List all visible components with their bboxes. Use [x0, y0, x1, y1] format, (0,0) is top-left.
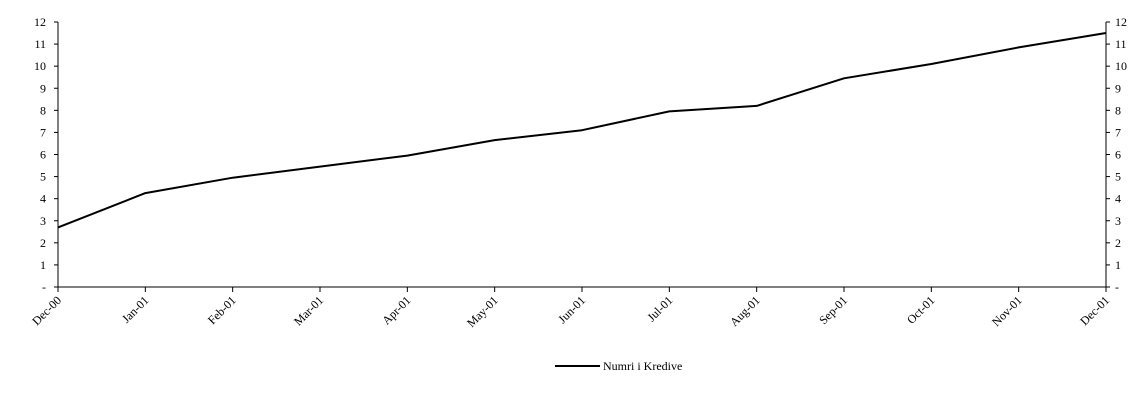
right-y-tick-label: 7: [1115, 125, 1121, 139]
legend: Numri i Kredive: [555, 359, 682, 373]
x-tick-label: Dec-01: [1077, 293, 1112, 328]
left-y-tick-label: 6: [40, 148, 46, 162]
left-y-tick-label: 9: [40, 81, 46, 95]
x-tick-label: Jul-01: [644, 293, 675, 324]
left-y-tick-label: 2: [40, 236, 46, 250]
right-y-tick-label: 2: [1115, 236, 1121, 250]
x-tick-label: Jan-01: [119, 293, 152, 326]
x-tick-label: Apr-01: [379, 293, 413, 327]
left-y-tick-label: 10: [34, 59, 46, 73]
x-axis: Dec-00 Jan-01 Feb-01 Mar-01 Apr-01 May-01 Jun-…: [29, 286, 1112, 330]
right-y-tick-label: 6: [1115, 148, 1121, 162]
legend-label: Numri i Kredive: [603, 359, 682, 373]
left-y-tick-label: 7: [40, 125, 46, 139]
series-layer: [57, 32, 1107, 229]
left-y-tick-label: 1: [40, 258, 46, 272]
x-tick-label: Feb-01: [205, 293, 239, 327]
right-y-tick-label: 11: [1115, 37, 1127, 51]
left-y-tick-label: 11: [34, 37, 46, 51]
right-y-tick-label: 1: [1115, 258, 1121, 272]
right-y-tick-label: 10: [1115, 59, 1127, 73]
x-tick-label: Nov-01: [989, 293, 1025, 329]
x-tick-label: Dec-00: [29, 293, 64, 328]
x-tick-label: Mar-01: [291, 293, 326, 328]
left-y-tick-label: -: [42, 280, 46, 294]
right-y-tick-label: 9: [1115, 81, 1121, 95]
left-y-tick-label: 3: [40, 214, 46, 228]
x-tick-label: May-01: [464, 293, 501, 330]
left-y-tick-label: 5: [40, 170, 46, 184]
right-y-tick-label: 8: [1115, 103, 1121, 117]
right-y-tick-label: 12: [1115, 15, 1127, 29]
right-y-tick-label: -: [1115, 280, 1119, 294]
right-y-tick-label: 4: [1115, 192, 1121, 206]
right-y-tick-label: 5: [1115, 170, 1121, 184]
right-y-tick-label: 3: [1115, 214, 1121, 228]
x-tick-label: Jun-01: [555, 293, 588, 326]
x-tick-label: Aug-01: [727, 293, 763, 329]
left-y-tick-label: 4: [40, 192, 46, 206]
x-tick-label: Oct-01: [904, 293, 937, 326]
x-tick-label: Sep-01: [816, 293, 850, 327]
left-y-tick-label: 12: [34, 15, 46, 29]
left-y-tick-label: 8: [40, 103, 46, 117]
